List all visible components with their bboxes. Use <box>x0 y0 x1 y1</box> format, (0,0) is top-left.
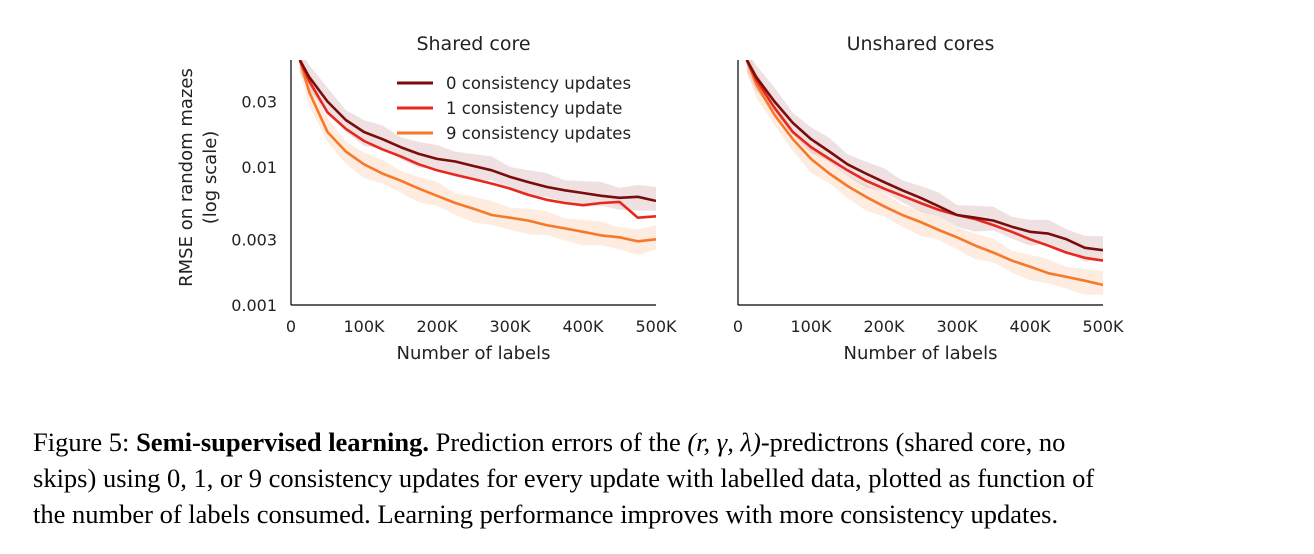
band-9-consistency-updates <box>746 60 1103 295</box>
x-tick-label: 400K <box>562 317 604 336</box>
y-axis-label-line-2: (log scale) <box>200 131 221 225</box>
chart-panel-unshared-cores: 0 100K 200K 300K 400K 500K Unshared cores Numbe… <box>733 33 1124 364</box>
caption-line-1: Figure 5: Semi-supervised learning. Pred… <box>33 424 1293 460</box>
caption-text-1: Prediction errors of the <box>435 427 681 457</box>
x-tick-label: 400K <box>1009 317 1051 336</box>
figure: 0 100K 200K 300K 400K 500K 0.001 0.003 0.01 0.03 S… <box>176 33 1124 364</box>
y-tick-label: 0.001 <box>231 296 277 315</box>
caption-prefix: Figure 5: <box>33 427 130 457</box>
x-tick-label: 200K <box>416 317 458 336</box>
series-line-1-consistency-update <box>745 60 1103 262</box>
caption-text-2: -predictrons (shared core, no <box>760 427 1066 457</box>
caption-math: (r, γ, λ) <box>687 427 761 457</box>
chart-panel-shared-core: 0 100K 200K 300K 400K 500K 0.001 0.003 0.01 0.03 S… <box>176 33 677 364</box>
legend-label: 1 consistency update <box>446 99 622 118</box>
x-tick-label: 0 <box>286 317 296 336</box>
legend-label: 9 consistency updates <box>446 124 631 143</box>
y-axis-label: RMSE on random mazes <box>176 68 197 287</box>
band-0-consistency-updates <box>746 60 1103 262</box>
chart-title: Shared core <box>416 33 530 55</box>
series-line-1-consistency-update <box>298 60 656 219</box>
x-tick-label: 100K <box>790 317 832 336</box>
series-line-9-consistency-updates <box>745 60 1103 287</box>
legend: 0 consistency updates 1 consistency updat… <box>397 74 631 143</box>
x-tick-label: 0 <box>733 317 743 336</box>
series-line-0-consistency-updates <box>745 60 1103 252</box>
caption-bold-title: Semi-supervised learning. <box>136 427 430 457</box>
x-tick-label: 100K <box>343 317 385 336</box>
x-axis-label: Number of labels <box>843 343 997 364</box>
caption-line-2: skips) using 0, 1, or 9 consistency upda… <box>33 463 1095 493</box>
x-tick-label: 500K <box>635 317 677 336</box>
x-tick-label: 300K <box>489 317 531 336</box>
caption-line-3: the number of labels consumed. Learning … <box>33 499 1059 529</box>
series-line-0-consistency-updates <box>298 60 656 203</box>
y-tick-label: 0.03 <box>241 92 277 111</box>
y-tick-label: 0.003 <box>231 230 277 249</box>
band-9-consistency-updates <box>299 60 656 256</box>
x-tick-label: 300K <box>936 317 978 336</box>
x-axis-label: Number of labels <box>396 343 550 364</box>
plot-area <box>745 60 1103 295</box>
x-tick-label: 200K <box>863 317 905 336</box>
figure-caption: Figure 5: Semi-supervised learning. Pred… <box>33 424 1293 532</box>
y-tick-label: 0.01 <box>241 158 277 177</box>
chart-title: Unshared cores <box>847 33 995 55</box>
x-tick-label: 500K <box>1082 317 1124 336</box>
series-line-9-consistency-updates <box>298 60 656 243</box>
plot-area <box>298 60 656 256</box>
legend-label: 0 consistency updates <box>446 74 631 93</box>
